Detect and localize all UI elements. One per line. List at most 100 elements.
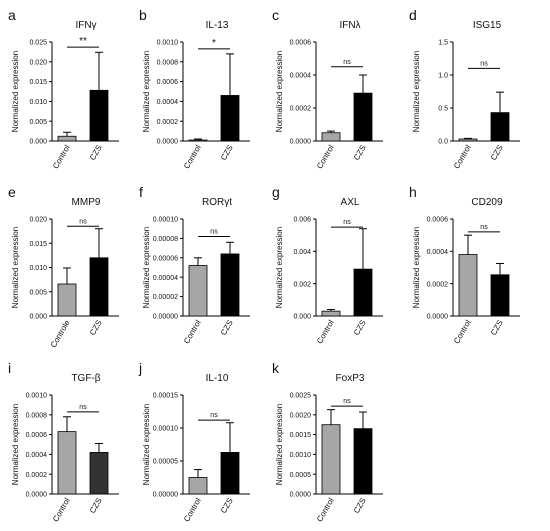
panel-letter: k (272, 360, 280, 376)
panel-letter: g (272, 184, 280, 200)
x-tick-label: CZS (219, 144, 235, 162)
y-tick-label: 0.00006 (153, 255, 178, 262)
y-tick-label: 0.0000 (157, 139, 179, 146)
y-tick-label: 0.00010 (153, 217, 178, 224)
x-tick-label: CZS (352, 144, 368, 162)
y-tick-label: 0.002 (293, 281, 311, 288)
y-tick-label: 0.0004 (157, 99, 179, 106)
bar-czs (353, 92, 373, 142)
bar-czs (220, 253, 240, 317)
panel-title: IL-10 (206, 373, 229, 384)
panel-letter: h (409, 184, 417, 200)
panel-h: h CD209 Normalized expression 0.0000 0.0002 0… (409, 184, 520, 345)
panel-title: AXL (341, 197, 360, 208)
y-tick-label: 0.010 (29, 99, 47, 106)
panel-letter: c (272, 7, 279, 23)
y-tick-label: 0.0006 (157, 79, 179, 86)
bar-czs (490, 274, 510, 317)
y-axis-label: Normalized expression (11, 404, 20, 485)
y-tick-label: 0.020 (29, 59, 47, 66)
y-tick-label: 0.0006 (427, 217, 449, 224)
panel-title: TGF-β (71, 373, 100, 384)
x-tick-label: CZS (88, 319, 104, 337)
y-axis-label: Normalized expression (11, 227, 20, 308)
bar-czs (220, 95, 240, 142)
bar-control (458, 254, 478, 317)
y-tick-label: 0.000 (293, 314, 311, 321)
significance-label: ns (480, 224, 488, 231)
y-tick-label: 0.010 (29, 265, 47, 272)
y-axis-label: Normalized expression (412, 51, 421, 132)
x-tick-label: CZS (489, 319, 505, 337)
y-tick-label: 0.00015 (153, 393, 178, 400)
x-tick-label: Control (182, 318, 203, 345)
x-tick-label: Control (315, 318, 336, 345)
significance-label: ns (79, 218, 87, 225)
panel-letter: j (138, 360, 142, 376)
panel-letter: i (8, 360, 11, 376)
x-tick-label: Control (315, 143, 336, 170)
y-tick-label: 0.0006 (26, 432, 48, 439)
significance-label: ns (480, 60, 488, 67)
y-axis-label: Normalized expression (11, 51, 20, 132)
y-tick-label: 0.005 (29, 289, 47, 296)
x-tick-label: CZS (88, 497, 104, 515)
y-axis-label: Normalized expression (275, 51, 284, 132)
significance-label: ns (343, 398, 351, 405)
y-axis-label: Normalized expression (142, 51, 151, 132)
y-tick-label: 0.00000 (153, 314, 178, 321)
y-axis-label: Normalized expression (275, 227, 284, 308)
y-axis-label: Normalized expression (275, 404, 284, 485)
y-tick-label: 0.0008 (157, 59, 179, 66)
bar-control (321, 424, 341, 495)
panel-title: ISG15 (473, 20, 502, 31)
x-tick-label: Control (182, 496, 203, 523)
y-tick-label: 0.0020 (290, 412, 312, 419)
y-axis-label: Normalized expression (412, 227, 421, 308)
panel-title: IFNλ (339, 20, 360, 31)
bar-czs (89, 89, 109, 142)
x-tick-label: Control (452, 143, 473, 170)
bar-control (188, 477, 208, 495)
bar-control (321, 132, 341, 142)
bar-czs (89, 257, 109, 317)
panel-letter: d (409, 7, 417, 23)
bar-control (57, 431, 77, 495)
panel-k: k FoxP3 Normalized expression 0.0000 0.0005 0… (272, 360, 383, 523)
y-tick-label: 0.0002 (427, 281, 449, 288)
y-tick-label: 0.0002 (290, 106, 312, 113)
panel-title: RORγt (202, 197, 232, 208)
y-tick-label: 0.0010 (290, 452, 312, 459)
bar-control (321, 310, 341, 317)
x-tick-label: CZS (88, 144, 104, 162)
x-tick-label: Control (51, 496, 72, 523)
x-tick-label: Control (452, 318, 473, 345)
y-tick-label: 0.0010 (157, 40, 179, 47)
bar-czs (353, 428, 373, 495)
y-tick-label: 0.0000 (290, 139, 312, 146)
panel-title: CD209 (471, 197, 503, 208)
y-tick-label: 0.00000 (153, 492, 178, 499)
significance-label: ns (210, 228, 218, 235)
panel-title: MMP9 (72, 197, 101, 208)
x-tick-label: Control (51, 143, 72, 170)
y-tick-label: 0.025 (29, 40, 47, 47)
panel-title: IFNγ (75, 20, 96, 31)
significance-label: ns (343, 59, 351, 66)
y-tick-label: 0.00005 (153, 459, 178, 466)
panel-g: g AXL Normalized expression 0.000 0.002 0.004… (272, 184, 383, 345)
panel-i: i TGF-β Normalized expression 0.0000 0.0002 0… (8, 360, 119, 523)
significance-label: ** (79, 36, 87, 47)
y-tick-label: 0.0000 (26, 492, 48, 499)
y-tick-label: 0.004 (293, 249, 311, 256)
x-tick-label: CZS (219, 497, 235, 515)
significance-label: ns (79, 404, 87, 411)
y-tick-label: 0.0025 (290, 393, 312, 400)
panel-a: a IFNγ Normalized expression 0.000 0.005 0.01… (8, 7, 119, 170)
y-tick-label: 0.0006 (290, 40, 312, 47)
y-tick-label: 0.00010 (153, 426, 178, 433)
y-tick-label: 0.015 (29, 79, 47, 86)
